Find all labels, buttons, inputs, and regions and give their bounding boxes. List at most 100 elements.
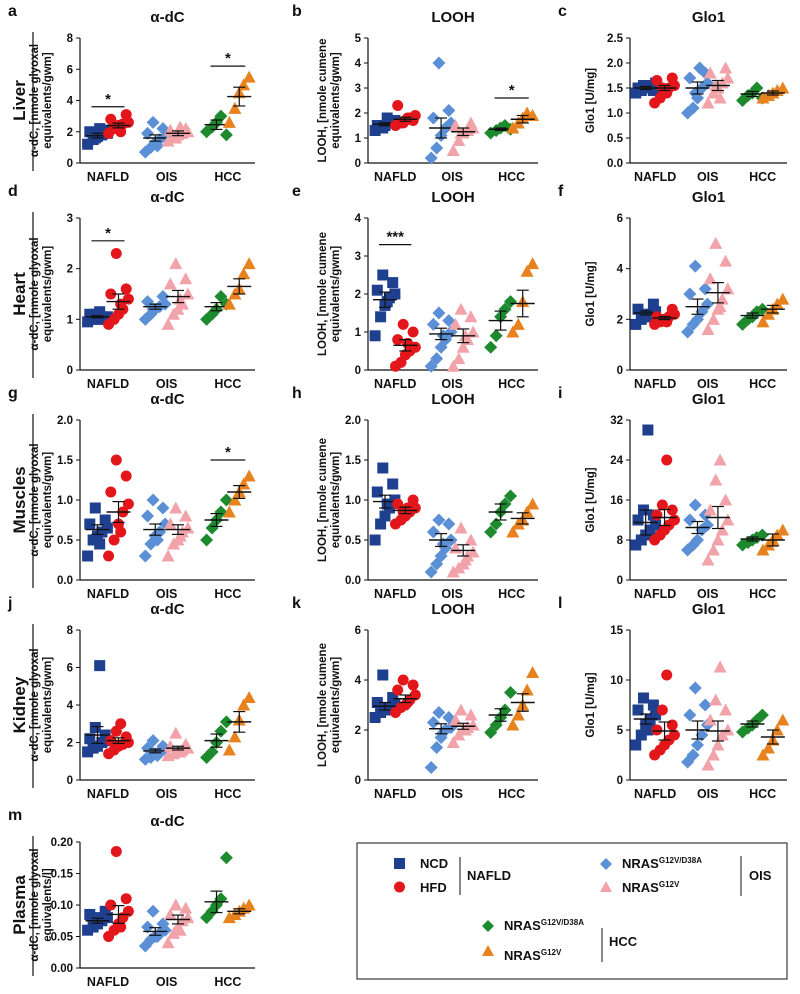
data-point <box>173 745 187 758</box>
data-point <box>163 907 177 920</box>
x-group-label-nafld: NAFLD <box>374 587 416 601</box>
data-point <box>635 729 647 741</box>
significance-label: * <box>509 82 515 99</box>
data-point <box>407 494 419 506</box>
data-point <box>424 761 438 774</box>
series-d-2 <box>138 290 172 326</box>
series-h-3 <box>446 521 480 578</box>
y-tick-label: 6 <box>617 213 623 225</box>
series-f-5 <box>756 292 790 328</box>
data-point <box>105 288 117 300</box>
data-point <box>237 267 251 280</box>
data-point <box>430 352 444 366</box>
data-point <box>464 310 478 323</box>
data-point <box>504 489 517 503</box>
y-axis-label-line: α-dC, [nmole glyoxal <box>29 237 41 350</box>
data-point <box>237 698 251 711</box>
series-g-0 <box>82 502 113 562</box>
y-axis-label-j: α-dC, [nmole glyoxalequivalents/gwm] <box>29 648 54 761</box>
data-point <box>222 297 236 310</box>
data-point <box>756 748 770 761</box>
y-axis-label-k: LOOH, [nmole cumeneequivalents/gwm] <box>317 643 342 767</box>
y-tick-label: 0 <box>617 775 623 787</box>
data-point <box>163 517 177 530</box>
y-tick-label: 0.5 <box>57 535 74 547</box>
data-point <box>666 72 678 84</box>
data-point <box>389 699 401 711</box>
data-point <box>222 115 236 128</box>
data-point <box>668 729 680 741</box>
data-point <box>688 681 702 695</box>
organ-label-heart: Heart <box>10 272 29 316</box>
data-point <box>105 113 117 125</box>
data-point <box>94 123 106 135</box>
panel-letter-f: f <box>558 183 564 200</box>
data-point <box>179 509 193 522</box>
data-point <box>169 726 183 739</box>
y-tick-label: 6 <box>67 64 73 76</box>
data-point <box>110 845 122 857</box>
data-point <box>647 298 659 310</box>
data-point <box>506 325 520 338</box>
data-point <box>101 522 113 534</box>
y-tick-label: 5 <box>617 725 624 737</box>
data-point <box>101 912 113 924</box>
panel-title-f: Glo1 <box>692 189 725 206</box>
y-axis-label-line: Glo1 [U/mg] <box>585 672 597 737</box>
data-point <box>721 723 735 736</box>
data-point <box>120 893 132 905</box>
panel-letter-a: a <box>8 3 17 20</box>
x-group-label-nafld: NAFLD <box>374 377 416 391</box>
data-point <box>698 282 712 296</box>
data-point <box>84 908 96 920</box>
data-point <box>82 550 94 562</box>
y-axis-label-line: equivalents/gwm] <box>330 657 342 754</box>
data-point <box>392 100 404 111</box>
series-c-2 <box>681 61 714 120</box>
data-point <box>776 523 790 536</box>
data-point <box>688 498 702 512</box>
y-tick-label: 2 <box>67 738 73 750</box>
series-i-4 <box>736 528 769 552</box>
panel-title-e: LOOH <box>431 189 474 206</box>
data-point <box>709 236 723 249</box>
data-point <box>719 493 733 506</box>
data-point <box>94 538 106 550</box>
data-point <box>222 911 236 924</box>
data-point <box>84 518 96 530</box>
data-point <box>695 305 709 319</box>
data-point <box>698 698 712 712</box>
y-tick-label: 3 <box>67 213 73 225</box>
data-point <box>161 317 175 330</box>
data-point <box>776 292 790 305</box>
x-group-label-ois: OIS <box>441 377 463 391</box>
data-point <box>432 56 446 70</box>
x-group-label-nafld: NAFLD <box>87 170 129 184</box>
series-g-5 <box>222 469 256 518</box>
data-point <box>632 514 644 526</box>
x-group-label-hcc: HCC <box>214 587 241 601</box>
data-point <box>484 340 498 354</box>
data-point <box>426 317 440 331</box>
data-point <box>511 708 525 721</box>
x-group-label-ois: OIS <box>697 377 719 391</box>
data-point <box>446 359 460 372</box>
series-i-2 <box>681 498 714 557</box>
data-point <box>392 684 404 696</box>
data-point <box>666 504 678 516</box>
data-point <box>713 91 727 104</box>
series-d-3 <box>161 257 195 330</box>
data-point <box>105 486 117 498</box>
legend-hcc-g12v-label: NRASG12V <box>504 948 562 963</box>
data-point <box>776 81 790 94</box>
data-point <box>466 718 480 731</box>
data-point <box>120 283 132 295</box>
data-point <box>94 660 106 672</box>
data-point <box>688 259 702 273</box>
data-point <box>686 101 700 115</box>
panel-title-h: LOOH <box>431 391 474 408</box>
y-tick-label: 1.5 <box>345 455 362 467</box>
panel-title-g: α-dC <box>150 391 184 408</box>
data-point <box>169 898 183 911</box>
panel-g: g α-dC Muscles α-dC, [nmole glyoxalequivale… <box>8 385 256 601</box>
